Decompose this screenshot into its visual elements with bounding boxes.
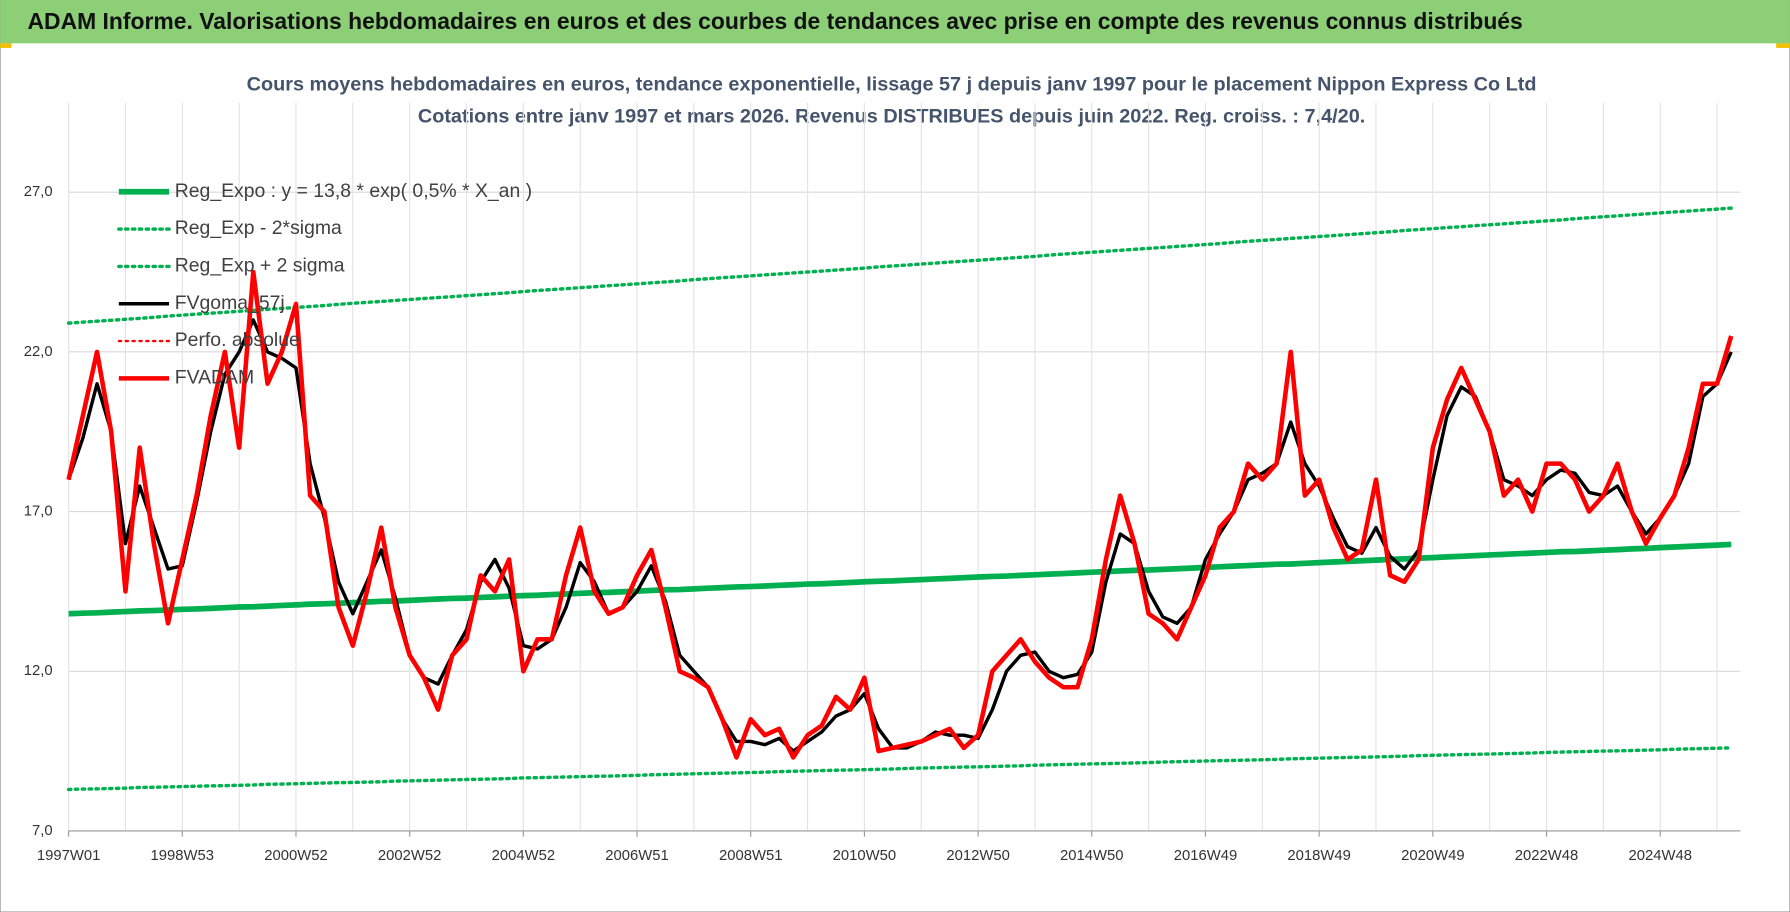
y-tick-label: 12,0 [24, 663, 53, 679]
y-tick-label: 22,0 [24, 344, 53, 360]
header-title: ADAM Informe. Valorisations hebdomadaire… [28, 8, 1523, 34]
legend-label: FVADAM [175, 367, 254, 389]
x-tick-label: 2020W49 [1401, 848, 1464, 864]
series-line [66, 269, 1734, 760]
x-tick-label: 2024W48 [1628, 848, 1691, 864]
x-tick-label: 1997W01 [37, 848, 100, 864]
y-tick-label: 27,0 [24, 184, 53, 200]
x-tick-label: 1998W53 [151, 848, 214, 864]
lines [66, 206, 1734, 792]
x-tick-label: 2016W49 [1174, 848, 1237, 864]
corner [1776, 43, 1790, 48]
grid: 7,0 12,0 17,0 22,0 27,0 1997W01 1998W53 2000W52… [24, 102, 1741, 864]
chart-subtitle: Cotations entre janv 1997 et mars 2026. … [418, 106, 1365, 128]
corner [0, 43, 12, 48]
x-tick-label: 2002W52 [378, 848, 441, 864]
legend-label: Perfo. absolue [175, 329, 300, 351]
series-line [66, 206, 1733, 325]
y-tick-label: 17,0 [24, 503, 53, 519]
legend-label: Reg_Exp + 2 sigma [175, 255, 345, 277]
chart-title: Cours moyens hebdomadaires en euros, ten… [247, 74, 1537, 96]
x-tick-label: 2014W50 [1060, 848, 1123, 864]
x-tick-label: 2012W50 [946, 848, 1009, 864]
legend-label: Reg_Exp - 2*sigma [175, 217, 342, 239]
legend-label: Reg_Expo : y = 13,8 * exp( 0,5% * X_an ) [175, 180, 532, 202]
series-line [68, 541, 1732, 617]
header-bar [0, 0, 1790, 44]
x-tick-label: 2004W52 [492, 848, 555, 864]
x-tick-label: 2000W52 [264, 848, 327, 864]
series-line [66, 746, 1733, 792]
legend-label: FVgoma_57j [175, 292, 285, 314]
x-tick-label: 2018W49 [1287, 848, 1350, 864]
x-tick-label: 2022W48 [1515, 848, 1578, 864]
legend: Reg_Expo : y = 13,8 * exp( 0,5% * X_an )… [117, 180, 532, 389]
x-tick-label: 2010W50 [833, 848, 896, 864]
x-tick-label: 2006W51 [605, 848, 668, 864]
y-tick-label: 7,0 [32, 823, 53, 839]
x-tick-label: 2008W51 [719, 848, 782, 864]
